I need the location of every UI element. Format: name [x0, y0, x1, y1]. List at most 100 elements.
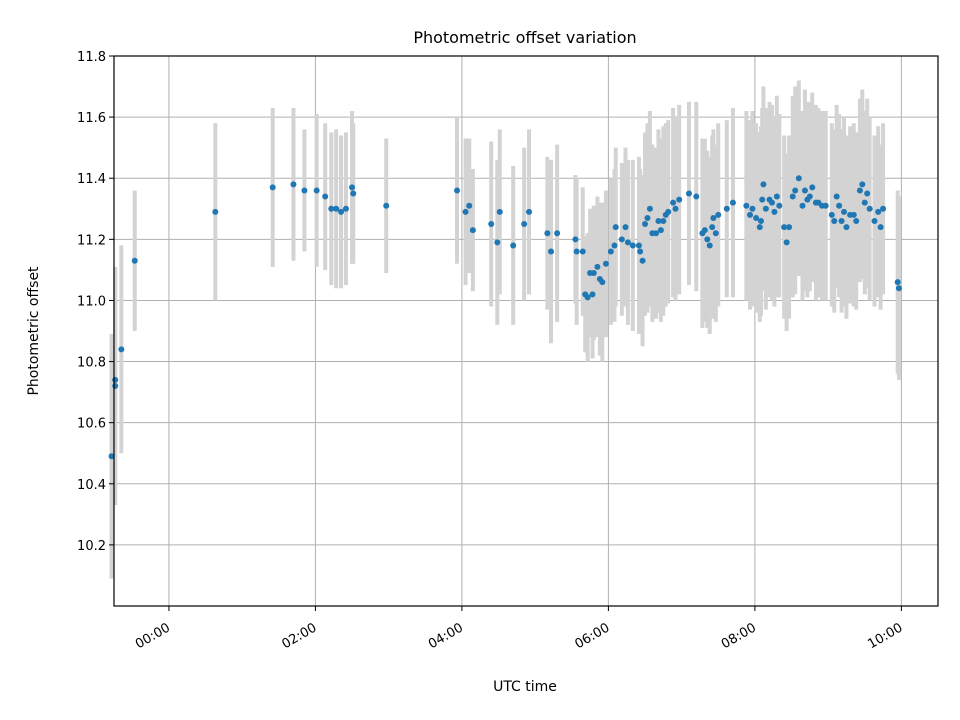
data-point — [301, 187, 308, 194]
data-point — [853, 218, 860, 224]
data-point — [838, 218, 845, 224]
data-point — [469, 227, 476, 234]
y-tick-label: 11.6 — [77, 111, 106, 126]
data-point — [526, 208, 533, 215]
data-point — [783, 239, 790, 246]
data-point — [313, 187, 320, 194]
data-point — [786, 224, 793, 231]
data-point — [773, 193, 780, 200]
data-point — [328, 205, 335, 212]
data-point — [572, 236, 579, 243]
data-point — [466, 202, 473, 209]
data-point — [833, 193, 840, 200]
data-point — [644, 214, 651, 221]
data-point — [594, 263, 601, 270]
x-axis-label: UTC time — [493, 679, 557, 695]
data-point — [809, 184, 816, 191]
data-point — [639, 257, 646, 264]
data-point — [118, 346, 125, 353]
data-point — [579, 248, 586, 255]
data-point — [831, 218, 838, 224]
plot-frame — [113, 55, 939, 607]
data-point — [843, 224, 850, 231]
data-point — [776, 202, 783, 209]
data-point — [701, 227, 708, 234]
data-point — [653, 230, 660, 237]
data-point — [729, 199, 736, 206]
y-tick-label: 10.4 — [77, 478, 106, 493]
data-point — [269, 184, 276, 191]
data-point — [599, 279, 606, 286]
data-point — [715, 211, 722, 218]
data-point — [836, 202, 843, 209]
data-point — [710, 214, 717, 221]
chart-title: Photometric offset variation — [413, 28, 636, 47]
data-point — [877, 224, 884, 231]
data-point — [723, 205, 730, 212]
data-point — [859, 181, 866, 188]
data-point — [749, 205, 756, 212]
data-point — [743, 202, 750, 209]
data-point — [822, 202, 829, 209]
data-point — [856, 187, 863, 194]
data-point — [322, 193, 329, 200]
data-point — [864, 190, 871, 197]
data-point — [762, 205, 769, 212]
data-point — [757, 218, 764, 224]
data-point — [612, 224, 619, 231]
data-point — [635, 242, 642, 249]
data-point — [841, 208, 848, 215]
data-point — [488, 221, 495, 228]
data-point — [624, 239, 631, 246]
data-point — [607, 248, 614, 255]
y-axis-label: Photometric offset — [26, 266, 42, 396]
y-ticks: 10.2 10.4 10.6 10.8 11.0 11.2 11.4 11.6 11.8 — [77, 50, 114, 554]
data-point — [753, 214, 760, 221]
data-point — [792, 187, 799, 194]
data-point — [544, 230, 551, 237]
data-point — [771, 208, 778, 215]
data-point — [112, 383, 119, 389]
y-tick-label: 10.6 — [77, 417, 106, 432]
y-tick-label: 11.4 — [77, 172, 106, 187]
data-point — [747, 211, 754, 218]
data-point — [875, 208, 882, 215]
y-tick-label: 10.2 — [77, 539, 106, 554]
data-point — [584, 294, 591, 301]
data-point — [290, 181, 297, 188]
data-point — [611, 242, 618, 249]
data-point — [333, 205, 340, 212]
data-point — [781, 224, 788, 231]
data-point — [665, 208, 672, 215]
data-point — [894, 279, 901, 286]
y-tick-label: 11.2 — [77, 233, 106, 248]
data-point — [672, 205, 679, 212]
data-point — [756, 224, 763, 231]
data-point — [629, 242, 636, 249]
data-point — [801, 187, 808, 194]
data-point — [350, 190, 357, 197]
data-point — [850, 211, 857, 218]
data-point — [618, 236, 625, 243]
data-point — [642, 221, 649, 228]
data-point — [806, 193, 813, 200]
data-point — [660, 218, 667, 224]
y-tick-label: 10.8 — [77, 356, 106, 371]
data-point — [622, 224, 629, 231]
data-point — [759, 196, 766, 203]
data-point — [510, 242, 517, 249]
data-point — [657, 227, 664, 234]
data-point — [589, 291, 596, 298]
data-point — [866, 205, 873, 212]
data-point — [799, 202, 806, 209]
data-point — [637, 248, 644, 255]
data-point — [521, 221, 528, 228]
data-point — [554, 230, 561, 237]
data-point — [828, 211, 835, 218]
data-point — [676, 196, 683, 203]
data-point — [670, 199, 677, 206]
data-point — [760, 181, 767, 188]
data-point — [573, 248, 580, 255]
data-point — [212, 208, 219, 215]
